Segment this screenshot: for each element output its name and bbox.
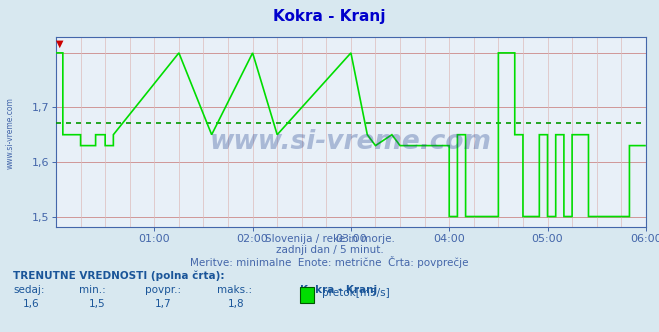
Text: sedaj:: sedaj: [13, 285, 45, 295]
Text: Kokra - Kranj: Kokra - Kranj [273, 9, 386, 24]
Text: 1,6: 1,6 [23, 299, 40, 309]
Text: pretok[m3/s]: pretok[m3/s] [322, 288, 390, 298]
Text: 1,7: 1,7 [155, 299, 171, 309]
Text: min.:: min.: [79, 285, 106, 295]
Text: maks.:: maks.: [217, 285, 252, 295]
Text: Meritve: minimalne  Enote: metrične  Črta: povprečje: Meritve: minimalne Enote: metrične Črta:… [190, 256, 469, 268]
Text: ▼: ▼ [56, 39, 63, 49]
Text: Kokra - Kranj: Kokra - Kranj [300, 285, 377, 295]
Text: 1,8: 1,8 [227, 299, 244, 309]
Text: povpr.:: povpr.: [145, 285, 181, 295]
Text: Slovenija / reke in morje.: Slovenija / reke in morje. [264, 234, 395, 244]
Text: zadnji dan / 5 minut.: zadnji dan / 5 minut. [275, 245, 384, 255]
Text: www.si-vreme.com: www.si-vreme.com [210, 128, 492, 154]
Text: TRENUTNE VREDNOSTI (polna črta):: TRENUTNE VREDNOSTI (polna črta): [13, 271, 225, 281]
Text: 1,5: 1,5 [89, 299, 105, 309]
Text: www.si-vreme.com: www.si-vreme.com [5, 97, 14, 169]
